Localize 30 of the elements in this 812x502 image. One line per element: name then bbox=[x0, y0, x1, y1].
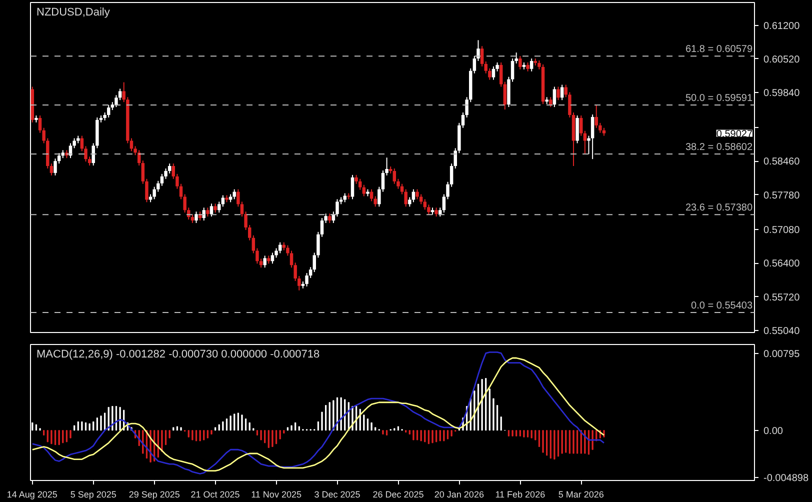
x-tick-label: 14 Aug 2025 bbox=[6, 490, 58, 500]
x-tick-label: 11 Feb 2026 bbox=[495, 490, 546, 500]
x-tick-label: 3 Dec 2025 bbox=[314, 490, 360, 500]
chart-title: MACD(12,26,9) -0.001282 -0.000730 0.000000 -0.000718 bbox=[36, 348, 320, 360]
annotation: 0.59027 bbox=[716, 128, 753, 140]
x-tick-label: 29 Sep 2025 bbox=[128, 490, 180, 500]
ref-line-label: 61.8 = 0.60579 bbox=[685, 44, 753, 56]
x-tick-label: 11 Nov 2025 bbox=[251, 490, 302, 500]
x-tick-label: 20 Jan 2026 bbox=[434, 490, 484, 500]
y-tick-label: -0.004898 bbox=[764, 473, 809, 484]
y-tick-label: 0.58460 bbox=[764, 156, 800, 168]
y-tick-label: 0.57780 bbox=[764, 190, 800, 202]
y-tick-label: 0.55040 bbox=[764, 326, 800, 338]
y-tick-label: 0.61200 bbox=[764, 20, 800, 32]
x-tick-label: 5 Sep 2025 bbox=[70, 490, 116, 500]
y-tick-label: 0.60520 bbox=[764, 54, 800, 66]
x-tick-label: 26 Dec 2025 bbox=[372, 490, 424, 500]
x-tick-label: 5 Mar 2026 bbox=[558, 490, 604, 500]
y-tick-label: 0.59840 bbox=[764, 88, 800, 100]
y-tick-label: 0.55720 bbox=[764, 292, 800, 304]
x-tick-label: 21 Oct 2025 bbox=[190, 490, 240, 500]
y-tick-label: 0.00 bbox=[764, 426, 784, 437]
y-tick-label: 0.57080 bbox=[764, 224, 800, 236]
chart-title: NZDUSD,Daily bbox=[36, 6, 110, 18]
ref-line-label: 23.6 = 0.57380 bbox=[685, 202, 753, 214]
y-tick-label: 0.00795 bbox=[764, 349, 800, 360]
ref-line-label: 38.2 = 0.58602 bbox=[685, 142, 753, 154]
ref-line-label: 0.0 = 0.55403 bbox=[691, 300, 753, 312]
y-tick-label: 0.56400 bbox=[764, 258, 800, 270]
ref-line-label: 50.0 = 0.59591 bbox=[685, 93, 753, 104]
